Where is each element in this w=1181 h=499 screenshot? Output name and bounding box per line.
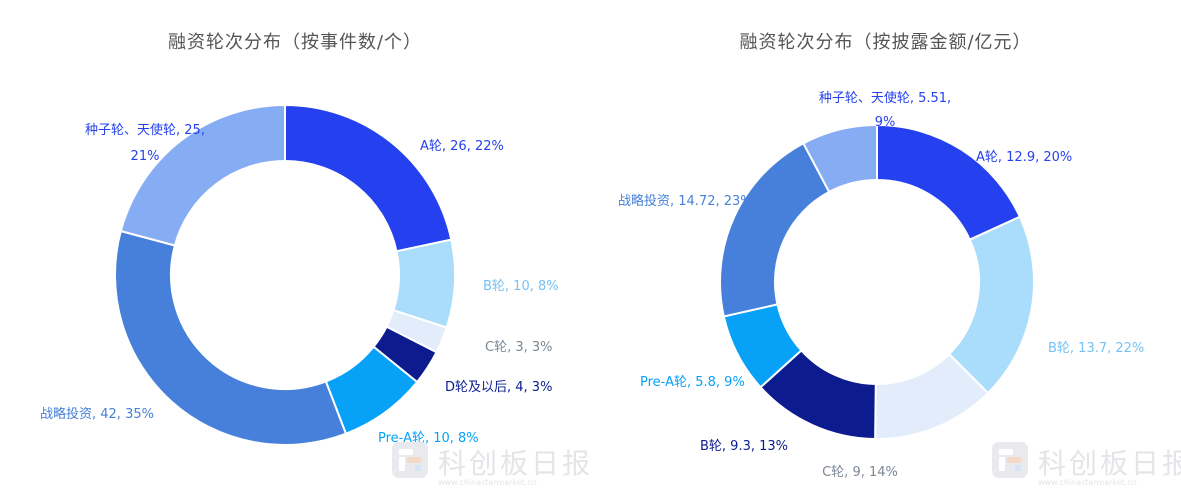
slice-label-2: C轮, 3, 3%	[485, 340, 553, 355]
slice-label-1: B轮, 13.7, 22%	[1048, 341, 1144, 356]
slice-label-1: B轮, 10, 8%	[483, 279, 559, 294]
watermark-url: www.chinastarmarket.cn	[438, 478, 537, 487]
chart-panel-events: 融资轮次分布（按事件数/个） A轮, 26, 22% B轮, 10, 8% C轮, …	[0, 0, 590, 499]
watermark-name: 科创板日报	[1038, 447, 1181, 480]
slice-label-5: 战略投资, 42, 35%	[40, 406, 154, 422]
kcb-logo-icon	[992, 442, 1028, 478]
watermark-name: 科创板日报	[438, 447, 594, 480]
donut-slice-0	[876, 123, 1022, 241]
donut-slice-5	[114, 229, 348, 446]
slice-label-3: B轮, 9.3, 13%	[700, 439, 788, 454]
slice-label-5: 战略投资, 14.72, 23%	[618, 193, 753, 209]
kcb-logo-icon	[392, 442, 428, 478]
watermark-url: www.chinastarmarket.cn	[1038, 478, 1137, 487]
slice-label-2: C轮, 9, 14%	[822, 465, 898, 480]
donut-slice-5	[719, 141, 831, 318]
slice-label-6: 种子轮、天使轮, 25, 21%	[85, 122, 205, 164]
slice-label-4: Pre-A轮, 5.8, 9%	[640, 375, 745, 390]
donut-slice-6	[119, 103, 286, 247]
chart-title: 融资轮次分布（按披露金额/亿元）	[739, 32, 1032, 53]
slice-label-0: A轮, 26, 22%	[420, 139, 504, 154]
donut-chart-events: A轮, 26, 22% B轮, 10, 8% C轮, 3, 3% D轮及以后, 4, …	[40, 103, 559, 446]
donut-slice-0	[284, 103, 453, 253]
slice-label-0: A轮, 12.9, 20%	[976, 150, 1072, 165]
chart-panel-amount: 融资轮次分布（按披露金额/亿元） A轮, 12.9, 20% B轮, 13.7, …	[590, 0, 1181, 499]
donut-chart-amount: A轮, 12.9, 20% B轮, 13.7, 22% C轮, 9, 14% B轮, …	[618, 90, 1144, 480]
slice-label-3: D轮及以后, 4, 3%	[445, 380, 552, 395]
donut-slice-6	[802, 123, 878, 194]
chart-title: 融资轮次分布（按事件数/个）	[167, 32, 423, 53]
slice-label-6: 种子轮、天使轮, 5.51, 9%	[819, 90, 951, 130]
